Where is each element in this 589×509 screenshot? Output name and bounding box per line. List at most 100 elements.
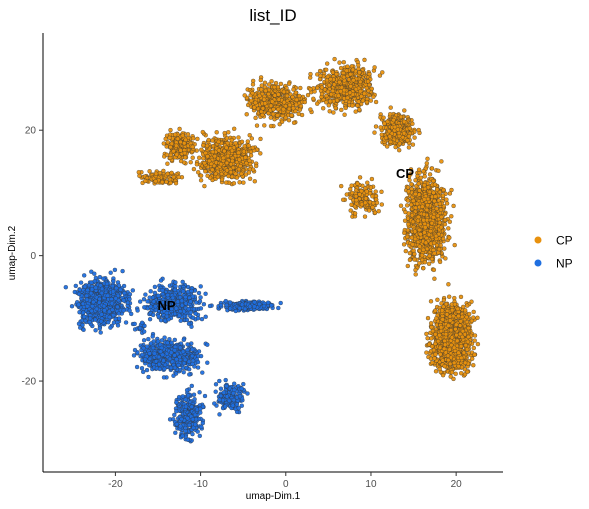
- scatter-point-cp: [397, 148, 402, 153]
- scatter-point-cp: [381, 115, 386, 120]
- scatter-point-cp: [206, 137, 211, 143]
- scatter-point-cp: [244, 112, 249, 117]
- scatter-point-cp: [222, 148, 227, 154]
- scatter-point-cp: [236, 167, 242, 172]
- scatter-point-cp: [250, 82, 256, 87]
- scatter-point-cp: [417, 261, 422, 266]
- scatter-point-cp: [364, 189, 369, 194]
- scatter-point-cp: [339, 183, 344, 189]
- scatter-point-cp: [433, 194, 438, 199]
- scatter-point-cp: [411, 198, 416, 203]
- scatter-point-cp: [297, 107, 303, 112]
- scatter-point-cp: [249, 136, 254, 141]
- scatter-point-cp: [190, 155, 195, 160]
- scatter-point-cp: [364, 99, 370, 105]
- scatter-point-cp: [276, 92, 281, 97]
- scatter-point-cp: [357, 192, 362, 197]
- scatter-point-cp: [324, 67, 329, 72]
- scatter-point-cp: [405, 138, 410, 143]
- scatter-point-cp: [421, 247, 426, 252]
- scatter-point-cp: [448, 318, 453, 323]
- scatter-point-cp: [406, 134, 412, 139]
- scatter-point-cp: [242, 144, 247, 149]
- scatter-point-cp: [350, 67, 356, 72]
- scatter-point-cp: [351, 78, 356, 83]
- scatter-point-cp: [448, 328, 454, 333]
- scatter-point-cp: [370, 205, 375, 210]
- scatter-point-np: [78, 280, 84, 285]
- scatter-point-cp: [464, 314, 469, 320]
- scatter-point-cp: [183, 155, 188, 160]
- scatter-point-cp: [427, 253, 432, 259]
- scatter-point-cp: [202, 160, 207, 166]
- scatter-point-cp: [226, 130, 231, 135]
- scatter-point-cp: [333, 105, 338, 111]
- scatter-point-cp: [268, 103, 274, 108]
- scatter-point-cp: [233, 171, 238, 176]
- scatter-point-cp: [426, 232, 432, 237]
- scatter-point-cp: [436, 247, 442, 252]
- scatter-point-cp: [252, 179, 257, 184]
- scatter-point-cp: [297, 93, 302, 99]
- scatter-point-cp: [444, 201, 450, 206]
- scatter-point-cp: [419, 253, 425, 258]
- scatter-point-cp: [173, 132, 178, 137]
- scatter-point-cp: [178, 139, 183, 145]
- scatter-point-cp: [459, 371, 464, 376]
- scatter-point-cp: [436, 339, 441, 344]
- scatter-point-cp: [294, 97, 299, 102]
- scatter-point-cp: [308, 87, 313, 92]
- scatter-point-cp: [168, 127, 173, 133]
- scatter-point-cp: [428, 299, 434, 304]
- scatter-point-cp: [439, 159, 444, 164]
- scatter-point-cp: [258, 77, 263, 83]
- scatter-point-cp: [421, 169, 426, 174]
- scatter-point-cp: [259, 87, 264, 92]
- scatter-point-cp: [452, 295, 457, 301]
- scatter-point-cp: [409, 186, 414, 192]
- scatter-point-cp: [177, 126, 182, 132]
- scatter-point-cp: [285, 93, 290, 99]
- scatter-point-cp: [327, 109, 332, 114]
- scatter-point-cp: [236, 150, 241, 155]
- scatter-point-cp: [157, 170, 163, 176]
- scatter-point-cp: [403, 209, 408, 215]
- scatter-point-cp: [210, 149, 215, 155]
- scatter-point-cp: [204, 143, 210, 148]
- scatter-point-cp: [417, 188, 422, 193]
- scatter-point-cp: [413, 267, 418, 273]
- scatter-point-cp: [432, 356, 437, 361]
- scatter-point-cp: [455, 338, 460, 343]
- scatter-point-cp: [243, 155, 248, 160]
- scatter-point-cp: [254, 163, 259, 169]
- scatter-point-cp: [229, 174, 235, 179]
- scatter-point-cp: [373, 99, 379, 105]
- cp-points-group: [136, 56, 481, 382]
- scatter-point-cp: [360, 98, 366, 103]
- scatter-point-cp: [341, 75, 347, 80]
- scatter-point-cp: [421, 266, 426, 271]
- scatter-point-np: [73, 283, 78, 289]
- scatter-point-cp: [437, 333, 442, 338]
- scatter-point-cp: [471, 345, 476, 351]
- scatter-point-cp: [362, 214, 368, 219]
- scatter-point-cp: [388, 139, 393, 145]
- scatter-point-cp: [426, 261, 432, 266]
- scatter-point-cp: [448, 361, 453, 367]
- scatter-point-cp: [168, 152, 173, 158]
- scatter-point-cp: [222, 130, 227, 136]
- scatter-point-cp: [332, 82, 337, 87]
- scatter-point-cp: [194, 162, 200, 167]
- scatter-point-cp: [347, 90, 353, 95]
- scatter-point-cp: [447, 219, 452, 224]
- scatter-point-cp: [377, 73, 383, 78]
- scatter-point-cp: [392, 124, 398, 130]
- scatter-point-np: [92, 271, 97, 276]
- scatter-point-cp: [160, 179, 165, 185]
- scatter-point-cp: [268, 115, 273, 120]
- scatter-point-cp: [440, 193, 446, 198]
- scatter-point-cp: [446, 282, 451, 287]
- scatter-point-cp: [279, 119, 285, 124]
- scatter-point-cp: [195, 136, 200, 142]
- scatter-point-cp: [407, 250, 413, 256]
